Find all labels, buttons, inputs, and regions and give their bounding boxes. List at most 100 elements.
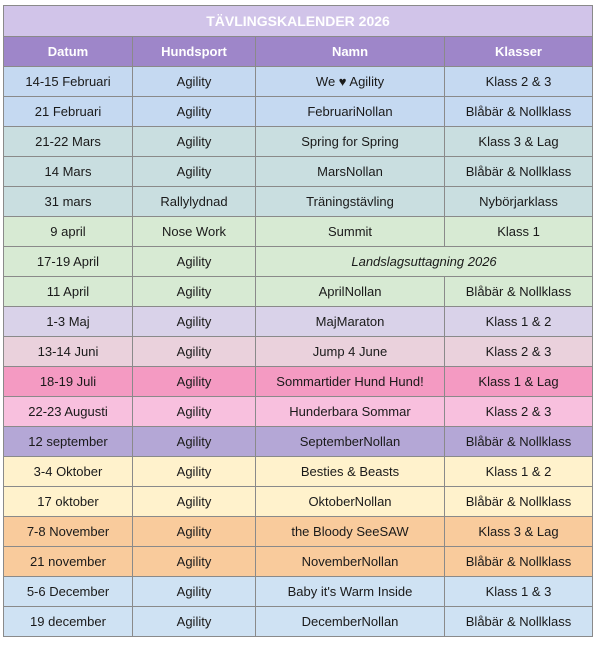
table-row: 11 April Agility AprilNollan Blåbär & Nollk… <box>3 276 594 307</box>
table-row: 14 Mars Agility MarsNollan Blåbär & Nollkla… <box>3 156 594 187</box>
cell-hundsport: Agility <box>132 156 256 187</box>
cell-datum: 21-22 Mars <box>3 126 133 157</box>
cell-klasser: Blåbär & Nollklass <box>443 426 594 457</box>
cell-hundsport: Agility <box>132 366 256 397</box>
table-row: 13-14 Juni Agility Jump 4 June Klass 2 & 3 <box>3 336 594 367</box>
cell-datum: 3-4 Oktober <box>3 456 133 487</box>
cell-namn: Landslagsuttagning 2026 <box>254 246 594 277</box>
column-header-klasser: Klasser <box>443 36 594 67</box>
cell-klasser: Klass 1 & 2 <box>443 306 594 337</box>
cell-hundsport: Agility <box>132 96 256 127</box>
cell-namn: MarsNollan <box>255 156 445 187</box>
cell-datum: 13-14 Juni <box>3 336 133 367</box>
cell-namn: Spring for Spring <box>255 126 445 157</box>
cell-hundsport: Agility <box>132 126 256 157</box>
cell-namn: MajMaraton <box>255 306 445 337</box>
cell-hundsport: Agility <box>132 546 256 577</box>
cell-hundsport: Agility <box>132 576 256 607</box>
table-row: 19 december Agility DecemberNollan Blåbär &… <box>3 606 594 637</box>
cell-hundsport: Agility <box>132 336 256 367</box>
cell-datum: 22-23 Augusti <box>3 396 133 427</box>
cell-datum: 21 november <box>3 546 133 577</box>
cell-hundsport: Agility <box>132 486 256 517</box>
cell-namn: AprilNollan <box>255 276 445 307</box>
cell-hundsport: Agility <box>132 306 256 337</box>
cell-datum: 21 Februari <box>3 96 133 127</box>
cell-datum: 14 Mars <box>3 156 133 187</box>
table-row: 18-19 Juli Agility Sommartider Hund Hund! K… <box>3 366 594 397</box>
cell-namn: the Bloody SeeSAW <box>255 516 445 547</box>
cell-klasser: Klass 2 & 3 <box>443 396 594 427</box>
table-row: 31 mars Rallylydnad Träningstävling Nybörja… <box>3 186 594 217</box>
cell-hundsport: Agility <box>132 66 256 97</box>
cell-klasser: Klass 3 & Lag <box>443 516 594 547</box>
table-title: TÄVLINGSKALENDER 2026 <box>2 5 594 37</box>
cell-klasser: Blåbär & Nollklass <box>443 606 594 637</box>
cell-hundsport: Agility <box>132 246 256 277</box>
cell-hundsport: Agility <box>132 516 256 547</box>
table-row: 12 september Agility SeptemberNollan Blåbär… <box>3 426 594 457</box>
cell-klasser: Klass 1 & 2 <box>443 456 594 487</box>
cell-hundsport: Agility <box>132 456 256 487</box>
calendar-table: TÄVLINGSKALENDER 2026 Datum Hundsport Na… <box>2 5 594 637</box>
cell-namn: Hunderbara Sommar <box>255 396 445 427</box>
cell-klasser: Klass 2 & 3 <box>443 336 594 367</box>
cell-klasser: Klass 2 & 3 <box>443 66 594 97</box>
table-row: 7-8 November Agility the Bloody SeeSAW Klas… <box>3 516 594 547</box>
cell-datum: 18-19 Juli <box>3 366 133 397</box>
table-row: 5-6 December Agility Baby it's Warm Inside… <box>3 576 594 607</box>
cell-klasser: Blåbär & Nollklass <box>443 486 594 517</box>
table-row: 1-3 Maj Agility MajMaraton Klass 1 & 2 <box>3 306 594 337</box>
cell-klasser: Klass 1 & Lag <box>443 366 594 397</box>
cell-datum: 11 April <box>3 276 133 307</box>
table-row: 21-22 Mars Agility Spring for Spring Klass … <box>3 126 594 157</box>
cell-namn: Jump 4 June <box>255 336 445 367</box>
cell-klasser: Blåbär & Nollklass <box>443 156 594 187</box>
table-row: 3-4 Oktober Agility Besties & Beasts Klass … <box>3 456 594 487</box>
cell-klasser: Klass 1 <box>443 216 594 247</box>
header-row: Datum Hundsport Namn Klasser <box>3 36 594 67</box>
cell-datum: 12 september <box>3 426 133 457</box>
cell-namn: NovemberNollan <box>255 546 445 577</box>
cell-namn: OktoberNollan <box>255 486 445 517</box>
cell-klasser: Blåbär & Nollklass <box>443 276 594 307</box>
cell-klasser: Blåbär & Nollklass <box>443 546 594 577</box>
cell-hundsport: Nose Work <box>132 216 256 247</box>
cell-datum: 9 april <box>3 216 133 247</box>
table-row: 22-23 Augusti Agility Hunderbara Sommar Kla… <box>3 396 594 427</box>
cell-hundsport: Agility <box>132 606 256 637</box>
table-row: 17-19 April Agility Landslagsuttagning 202… <box>3 246 594 277</box>
table-row: 9 april Nose Work Summit Klass 1 <box>3 216 594 247</box>
column-header-hundsport: Hundsport <box>132 36 256 67</box>
title-row: TÄVLINGSKALENDER 2026 <box>2 5 594 37</box>
cell-datum: 19 december <box>3 606 133 637</box>
cell-datum: 17-19 April <box>3 246 133 277</box>
cell-datum: 31 mars <box>3 186 133 217</box>
cell-klasser: Blåbär & Nollklass <box>443 96 594 127</box>
table-row: 14-15 Februari Agility We ♥ Agility Klass 2… <box>3 66 594 97</box>
cell-hundsport: Agility <box>132 276 256 307</box>
cell-datum: 5-6 December <box>3 576 133 607</box>
cell-namn: We ♥ Agility <box>255 66 445 97</box>
cell-klasser: Klass 3 & Lag <box>443 126 594 157</box>
cell-datum: 1-3 Maj <box>3 306 133 337</box>
table-row: 17 oktober Agility OktoberNollan Blåbär & N… <box>3 486 594 517</box>
cell-hundsport: Agility <box>132 396 256 427</box>
cell-klasser: Nybörjarklass <box>443 186 594 217</box>
cell-datum: 17 oktober <box>3 486 133 517</box>
cell-datum: 14-15 Februari <box>3 66 133 97</box>
calendar-container: TÄVLINGSKALENDER 2026 Datum Hundsport Na… <box>2 5 594 637</box>
cell-namn: Baby it's Warm Inside <box>255 576 445 607</box>
cell-hundsport: Rallylydnad <box>132 186 256 217</box>
table-row: 21 Februari Agility FebruariNollan Blåbär &… <box>3 96 594 127</box>
column-header-datum: Datum <box>3 36 133 67</box>
table-row: 21 november Agility NovemberNollan Blåbär &… <box>3 546 594 577</box>
cell-datum: 7-8 November <box>3 516 133 547</box>
column-header-namn: Namn <box>255 36 445 67</box>
cell-namn: FebruariNollan <box>255 96 445 127</box>
cell-namn: Besties & Beasts <box>255 456 445 487</box>
cell-hundsport: Agility <box>132 426 256 457</box>
cell-klasser: Klass 1 & 3 <box>443 576 594 607</box>
cell-namn: Sommartider Hund Hund! <box>255 366 445 397</box>
cell-namn: Träningstävling <box>255 186 445 217</box>
